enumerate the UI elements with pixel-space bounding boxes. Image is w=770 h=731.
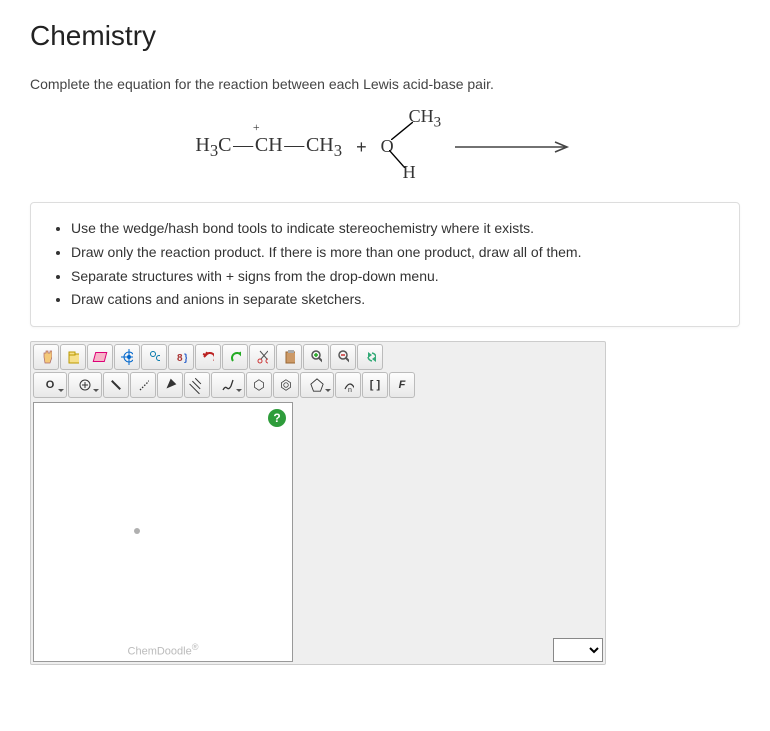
- zoomin-tool-icon[interactable]: [303, 344, 329, 370]
- plus-sign: +: [356, 137, 367, 158]
- structure-dropdown[interactable]: [553, 638, 603, 662]
- sketch-canvas[interactable]: ? ChemDoodle®: [33, 402, 293, 662]
- chemdoodle-sketcher: 8} O: [30, 341, 606, 665]
- reaction-arrow-icon: [455, 140, 575, 154]
- clear-tool-icon[interactable]: [87, 344, 113, 370]
- benzene-ring-button[interactable]: [273, 372, 299, 398]
- instruction-item: Use the wedge/hash bond tools to indicat…: [71, 217, 721, 241]
- pentagon-ring-button[interactable]: [300, 372, 334, 398]
- paste-tool-icon[interactable]: [276, 344, 302, 370]
- instructions-box: Use the wedge/hash bond tools to indicat…: [30, 202, 740, 327]
- reactant-1: H3C — C+H — CH3: [195, 134, 342, 161]
- instruction-item: Draw cations and anions in separate sket…: [71, 288, 721, 312]
- help-icon[interactable]: ?: [268, 409, 286, 427]
- instruction-item: Separate structures with + signs from th…: [71, 265, 721, 289]
- question-prompt: Complete the equation for the reaction b…: [30, 76, 740, 92]
- svg-text:8: 8: [177, 353, 183, 364]
- reactant-2: CH3 O H: [381, 112, 441, 182]
- redo-tool-icon[interactable]: [222, 344, 248, 370]
- undo-tool-icon[interactable]: [195, 344, 221, 370]
- refresh-tool-icon[interactable]: [357, 344, 383, 370]
- formula-button[interactable]: F: [389, 372, 415, 398]
- move-tool-icon[interactable]: [33, 344, 59, 370]
- instruction-item: Draw only the reaction product. If there…: [71, 241, 721, 265]
- recessed-bond-button[interactable]: [130, 372, 156, 398]
- open-tool-icon[interactable]: [60, 344, 86, 370]
- charge-button[interactable]: [68, 372, 102, 398]
- page-title: Chemistry: [30, 20, 740, 52]
- wedge-bond-button[interactable]: [157, 372, 183, 398]
- hexagon-ring-button[interactable]: [246, 372, 272, 398]
- canvas-seed-dot: [134, 528, 140, 534]
- single-bond-button[interactable]: [103, 372, 129, 398]
- svg-text:}: }: [184, 353, 187, 364]
- curve-tool-button[interactable]: n: [335, 372, 361, 398]
- cut-tool-icon[interactable]: [249, 344, 275, 370]
- toolbar-row-2: O n [ ] F: [33, 372, 603, 398]
- center-tool-icon[interactable]: [114, 344, 140, 370]
- wavy-bond-button[interactable]: [211, 372, 245, 398]
- reaction-equation: H3C — C+H — CH3 + CH3 O H: [30, 104, 740, 202]
- chemdoodle-watermark: ChemDoodle®: [128, 642, 199, 658]
- clean-tool-icon[interactable]: [141, 344, 167, 370]
- toolbar-row-1: 8}: [33, 344, 603, 370]
- element-o-button[interactable]: O: [33, 372, 67, 398]
- bracket-button[interactable]: [ ]: [362, 372, 388, 398]
- flip-tool-icon[interactable]: 8}: [168, 344, 194, 370]
- svg-text:n: n: [348, 387, 352, 393]
- zoomout-tool-icon[interactable]: [330, 344, 356, 370]
- hashwedge-bond-button[interactable]: [184, 372, 210, 398]
